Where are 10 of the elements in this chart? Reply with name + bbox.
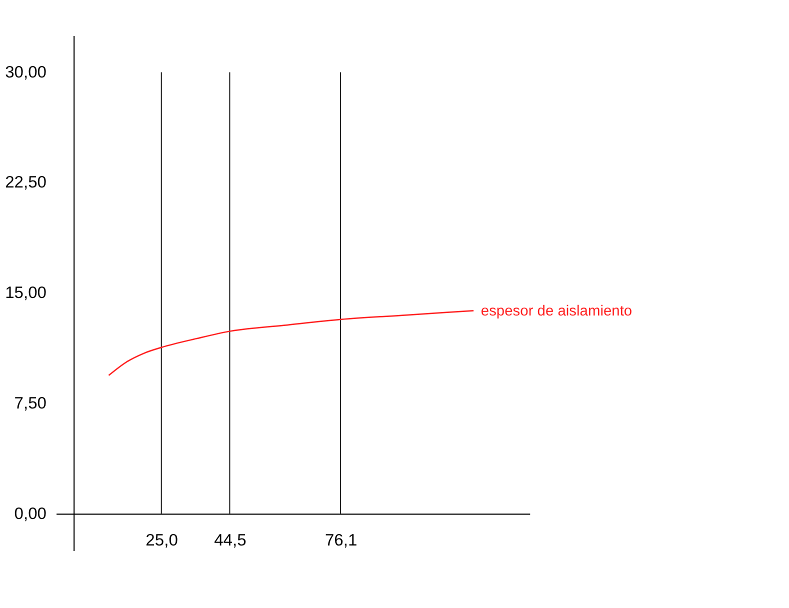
x-tick-label: 25,0	[146, 530, 178, 550]
x-tick-label: 44,5	[214, 530, 246, 550]
y-tick-label: 15,00	[5, 283, 47, 302]
y-tick-label: 30,00	[5, 62, 47, 82]
y-tick-label: 22,50	[5, 172, 47, 192]
series-label: espesor de aislamiento	[480, 303, 632, 320]
line-series	[108, 310, 474, 376]
x-tick-label: 76,1	[324, 530, 358, 550]
y-tick-label: 0,00	[14, 504, 47, 523]
y-tick-label: 7,50	[14, 393, 47, 412]
